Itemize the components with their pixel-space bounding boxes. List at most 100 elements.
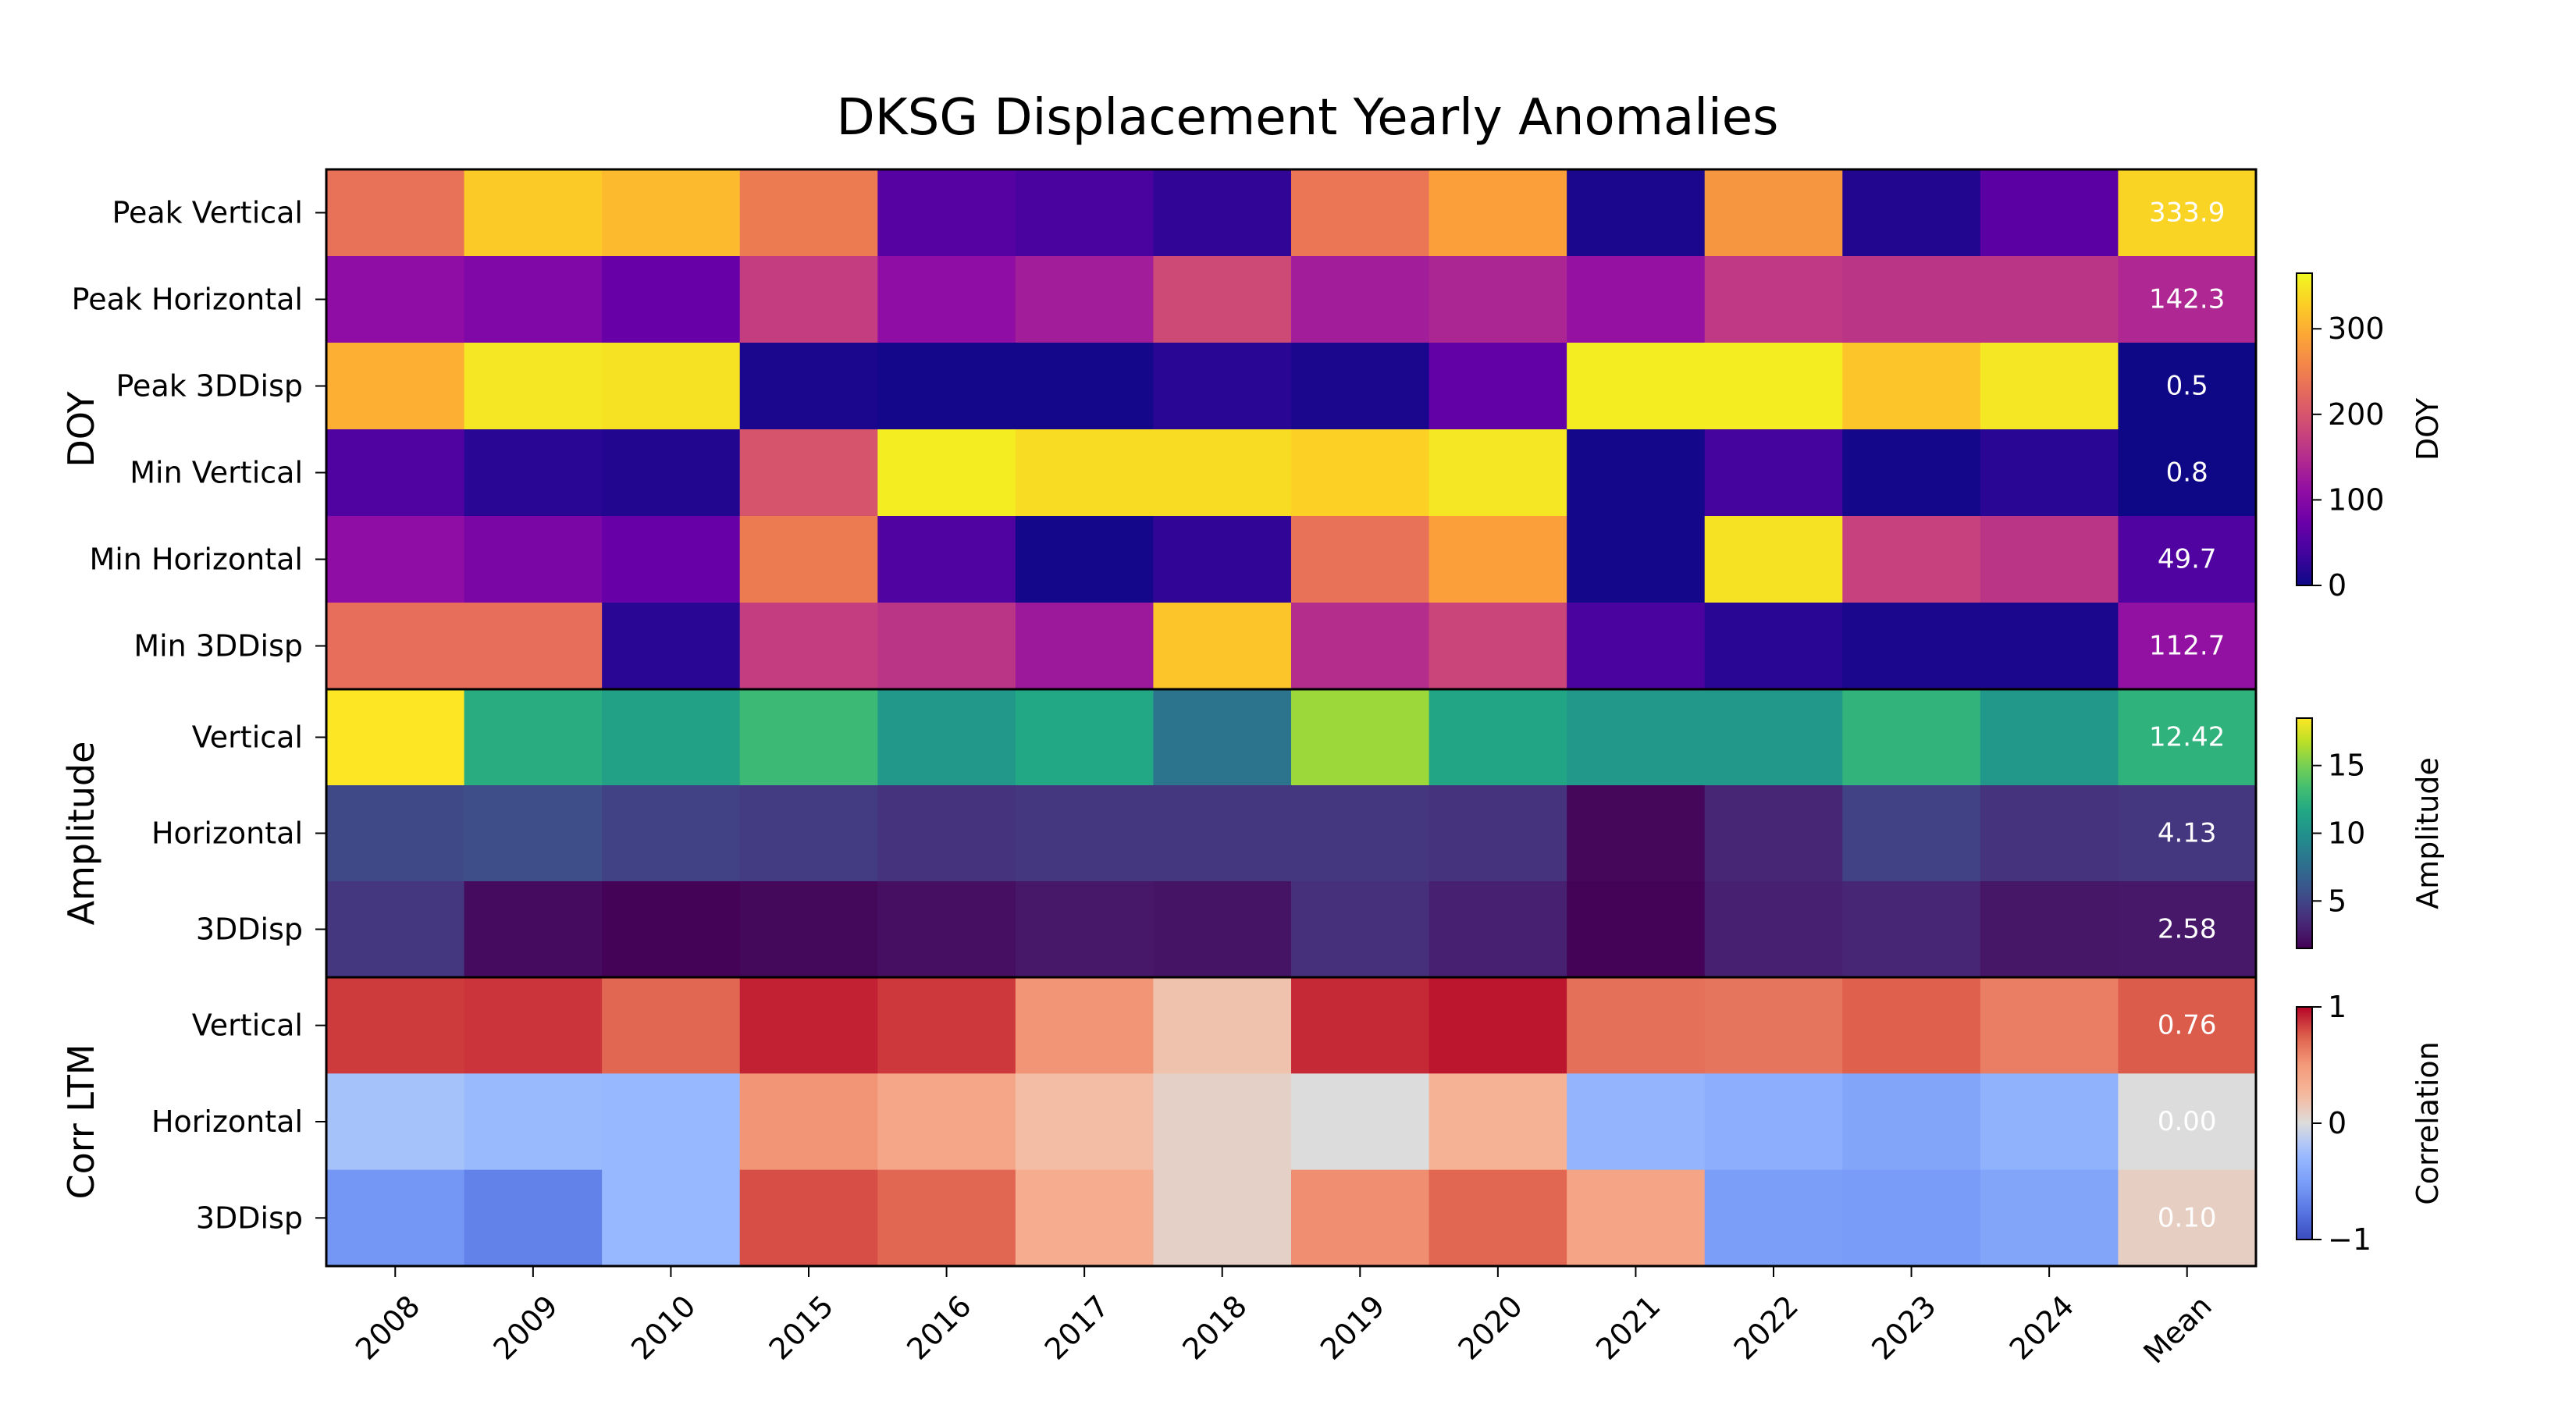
- heatmap-cell-corr-2-1: [464, 1169, 603, 1267]
- heatmap-cell-doy-0-9: [1567, 169, 1706, 257]
- heatmap-cell-doy-2-2: [602, 343, 741, 430]
- mean-value-label: 0.00: [2158, 1106, 2217, 1137]
- heatmap-cell-amplitude-2-4: [877, 881, 1016, 978]
- heatmap-cell-doy-3-6: [1153, 429, 1292, 517]
- heatmap-cell-doy-2-6: [1153, 343, 1292, 430]
- heatmap-cell-doy-3-8: [1429, 429, 1567, 517]
- heatmap-cell-doy-0-8: [1429, 169, 1567, 257]
- heatmap-cell-amplitude-2-3: [739, 881, 878, 978]
- heatmap-cell-doy-3-5: [1015, 429, 1155, 517]
- heatmap-cell-amplitude-2-6: [1153, 881, 1292, 978]
- heatmap-cell-doy-3-3: [739, 429, 878, 517]
- heatmap-cell-doy-3-0: [326, 429, 465, 517]
- heatmap-cell-amplitude-2-0: [326, 881, 465, 978]
- row-label: Peak Horizontal: [72, 283, 303, 317]
- heatmap-cell-amplitude-2-9: [1567, 881, 1706, 978]
- heatmap-cell-doy-3-2: [602, 429, 741, 517]
- heatmap-cell-amplitude-0-1: [464, 689, 603, 786]
- heatmap-cell-amplitude-1-3: [739, 785, 878, 882]
- heatmap-cell-amplitude-1-1: [464, 785, 603, 882]
- heatmap-cell-corr-0-0: [326, 977, 465, 1074]
- heatmap-cell-doy-5-8: [1429, 603, 1567, 690]
- heatmap-cell-doy-5-13: [2118, 603, 2257, 690]
- colorbar-tick-label: 15: [2328, 749, 2365, 783]
- mean-value-label: 2.58: [2158, 914, 2217, 945]
- heatmap-cell-corr-2-13: [2118, 1169, 2257, 1267]
- heatmap-cell-corr-0-8: [1429, 977, 1567, 1074]
- heatmap-cell-amplitude-0-10: [1704, 689, 1843, 786]
- heatmap-cell-doy-2-9: [1567, 343, 1706, 430]
- heatmap-cell-corr-0-7: [1291, 977, 1430, 1074]
- heatmap-cell-doy-2-12: [1980, 343, 2119, 430]
- heatmap-cell-corr-0-5: [1015, 977, 1155, 1074]
- heatmap-cell-amplitude-1-7: [1291, 785, 1430, 882]
- colorbar-label-doy: DOY: [2411, 397, 2445, 461]
- heatmap-cell-amplitude-0-3: [739, 689, 878, 786]
- heatmap-cell-doy-0-12: [1980, 169, 2119, 257]
- mean-value-label: 0.5: [2166, 371, 2208, 402]
- heatmap-cell-amplitude-2-5: [1015, 881, 1155, 978]
- chart-title: DKSG Displacement Yearly Anomalies: [837, 89, 1779, 147]
- colorbars: 0 100 200 300 DOY 5 10 15 Amplitude −1 0 1 Correlati…: [2296, 272, 2445, 1257]
- panel-ylabel-corr: Corr LTM: [60, 1044, 102, 1200]
- heatmap-cell-corr-2-7: [1291, 1169, 1430, 1267]
- heatmap-cell-amplitude-1-13: [2118, 785, 2257, 882]
- heatmap-cell-doy-2-4: [877, 343, 1016, 430]
- heatmap-cell-doy-0-7: [1291, 169, 1430, 257]
- heatmap-cell-amplitude-0-0: [326, 689, 465, 786]
- x-tick-label: 2022: [1727, 1289, 1806, 1367]
- x-tick-label: 2017: [1038, 1289, 1116, 1367]
- row-label: Min Vertical: [130, 456, 303, 490]
- heatmap-cell-amplitude-0-12: [1980, 689, 2119, 786]
- heatmap-cell-corr-1-13: [2118, 1073, 2257, 1171]
- heatmap-cell-corr-1-11: [1842, 1073, 1981, 1171]
- heatmap-cell-corr-1-0: [326, 1073, 465, 1171]
- heatmap-cell-doy-1-8: [1429, 256, 1567, 343]
- heatmap-cell-doy-2-10: [1704, 343, 1843, 430]
- heatmap-cell-doy-3-7: [1291, 429, 1430, 517]
- heatmap-cell-amplitude-0-2: [602, 689, 741, 786]
- heatmap-cell-doy-4-11: [1842, 516, 1981, 603]
- heatmap-cell-corr-0-4: [877, 977, 1016, 1074]
- heatmap-cell-doy-2-11: [1842, 343, 1981, 430]
- row-label: Peak 3DDisp: [116, 369, 304, 404]
- heatmap-cell-amplitude-0-7: [1291, 689, 1430, 786]
- row-label: Peak Vertical: [112, 196, 303, 230]
- mean-value-label: 12.42: [2149, 722, 2225, 753]
- heatmap-cell-doy-0-11: [1842, 169, 1981, 257]
- x-tick-label: 2009: [487, 1289, 565, 1367]
- x-tick-label: 2020: [1452, 1289, 1530, 1367]
- heatmap-cell-doy-0-6: [1153, 169, 1292, 257]
- heatmap-cell-doy-2-3: [739, 343, 878, 430]
- heatmap-cells: 333.9 142.3 0.5 0.8 49.7 112.7 12.42 4.13 2.58 0.…: [326, 169, 2257, 1267]
- heatmap-cell-corr-2-9: [1567, 1169, 1706, 1267]
- heatmap-cell-doy-3-12: [1980, 429, 2119, 517]
- panel-labels: DOY Amplitude Corr LTM: [60, 390, 102, 1199]
- colorbar-label-amplitude: Amplitude: [2411, 757, 2445, 909]
- colorbar-doy: [2296, 272, 2313, 586]
- colorbar-tick-label: 300: [2328, 311, 2385, 346]
- heatmap-cell-corr-0-13: [2118, 977, 2257, 1074]
- heatmap-cell-doy-3-4: [877, 429, 1016, 517]
- heatmap-cell-doy-0-3: [739, 169, 878, 257]
- colorbar-tick-label: 1: [2328, 990, 2347, 1024]
- heatmap-cell-corr-2-11: [1842, 1169, 1981, 1267]
- heatmap-cell-doy-1-2: [602, 256, 741, 343]
- heatmap-cell-corr-0-3: [739, 977, 878, 1074]
- heatmap-cell-corr-0-6: [1153, 977, 1292, 1074]
- heatmap-cell-doy-5-10: [1704, 603, 1843, 690]
- heatmap-cell-corr-2-12: [1980, 1169, 2119, 1267]
- heatmap-cell-corr-1-6: [1153, 1073, 1292, 1171]
- heatmap-cell-amplitude-0-6: [1153, 689, 1292, 786]
- heatmap-cell-doy-3-10: [1704, 429, 1843, 517]
- heatmap-cell-corr-1-2: [602, 1073, 741, 1171]
- heatmap-cell-corr-0-12: [1980, 977, 2119, 1074]
- heatmap-cell-doy-5-6: [1153, 603, 1292, 690]
- heatmap-cell-doy-5-7: [1291, 603, 1430, 690]
- heatmap-cell-amplitude-2-11: [1842, 881, 1981, 978]
- heatmap-cell-doy-1-13: [2118, 256, 2257, 343]
- heatmap-cell-doy-1-0: [326, 256, 465, 343]
- mean-value-label: 0.8: [2166, 457, 2208, 489]
- heatmap-cell-corr-1-8: [1429, 1073, 1567, 1171]
